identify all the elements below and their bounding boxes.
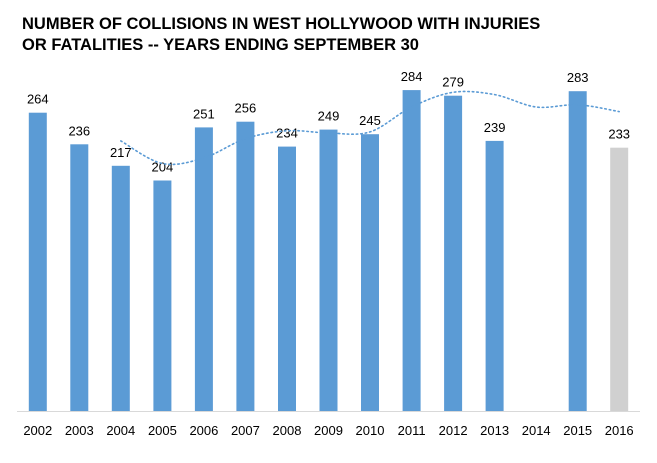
bar-2011: [402, 90, 421, 411]
x-tick-2007: 2007: [231, 423, 260, 438]
bar-2005: [153, 180, 172, 411]
chart-title: NUMBER OF COLLISIONS IN WEST HOLLYWOOD W…: [22, 14, 582, 56]
data-label-2015: 283: [567, 70, 589, 85]
bars-group: [28, 90, 629, 412]
chart-title-line-2: OR FATALITIES -- YEARS ENDING SEPTEMBER …: [22, 36, 419, 54]
x-tick-2009: 2009: [314, 423, 343, 438]
bar-2009: [319, 129, 338, 411]
data-label-2012: 279: [442, 75, 464, 90]
x-tick-2006: 2006: [189, 423, 218, 438]
data-label-2005: 204: [152, 160, 174, 175]
bar-2015: [568, 91, 587, 411]
bar-2004: [111, 165, 130, 411]
data-label-2003: 236: [68, 123, 90, 138]
data-label-2002: 264: [27, 92, 49, 107]
trendline: [120, 90, 620, 166]
x-tick-2012: 2012: [439, 423, 468, 438]
x-tick-2002: 2002: [23, 423, 52, 438]
x-tick-2011: 2011: [398, 423, 426, 438]
x-tick-2010: 2010: [356, 423, 385, 438]
data-label-2013: 239: [484, 120, 506, 135]
bar-2003: [70, 144, 89, 412]
bar-2008: [278, 146, 296, 411]
data-label-2004: 217: [110, 145, 132, 160]
bar-2013: [485, 140, 504, 411]
x-tick-2015: 2015: [563, 423, 592, 438]
bar-2012: [444, 95, 463, 411]
x-tick-2005: 2005: [148, 423, 177, 438]
data-label-2006: 251: [193, 106, 215, 121]
bar-2002: [28, 112, 47, 411]
data-label-2010: 245: [359, 113, 381, 128]
data-labels-group: 264 236 217 204 251 256 234 249 245 284 279 239 283 2…: [27, 69, 630, 174]
data-label-2009: 249: [318, 109, 340, 124]
bar-2006: [194, 127, 213, 412]
chart-title-line-1: NUMBER OF COLLISIONS IN WEST HOLLYWOOD W…: [22, 15, 541, 33]
bar-2007: [236, 121, 255, 411]
data-label-2016: 233: [608, 127, 630, 142]
data-label-2011: 284: [401, 69, 423, 84]
x-tick-2004: 2004: [106, 423, 135, 438]
x-tick-2014: 2014: [522, 423, 551, 438]
x-tick-2003: 2003: [65, 423, 94, 438]
x-tick-2016: 2016: [605, 423, 634, 438]
x-tick-2008: 2008: [273, 423, 302, 438]
bar-2010: [361, 134, 379, 411]
data-label-2007: 256: [235, 101, 257, 116]
data-label-2008: 234: [276, 126, 298, 141]
x-axis-tick-labels: 2002 2003 2004 2005 2006 2007 2008 2009 2010 2011…: [23, 423, 633, 438]
x-tick-2013: 2013: [480, 423, 509, 438]
bar-2016: [610, 147, 629, 411]
